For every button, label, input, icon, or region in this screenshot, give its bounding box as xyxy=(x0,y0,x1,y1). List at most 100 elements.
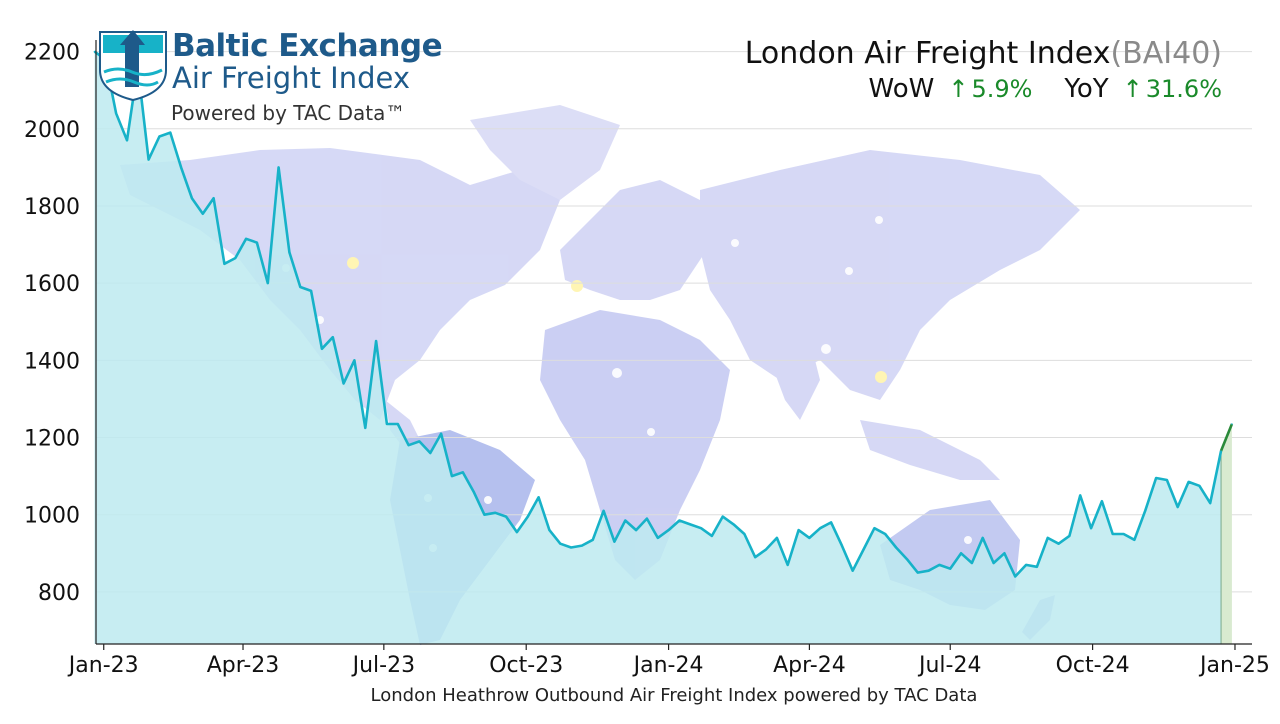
data-point xyxy=(440,432,442,435)
data-point xyxy=(960,552,962,555)
data-point xyxy=(375,340,377,342)
axes xyxy=(95,40,1252,645)
map-node-dot xyxy=(484,496,492,504)
x-tick-label: Jan-24 xyxy=(632,653,704,678)
data-point xyxy=(884,533,886,535)
map-node-dot xyxy=(647,428,655,436)
data-point xyxy=(592,539,594,541)
x-axis-ticks: Jan-23 Apr-23 Jul-23 Oct-23 Jan-24 Apr-24 Jul-… xyxy=(67,644,1270,678)
data-point xyxy=(277,166,280,169)
data-point xyxy=(841,544,843,547)
data-point xyxy=(1231,423,1233,425)
wow-arrow-icon: ↑ xyxy=(948,75,968,103)
data-point xyxy=(1198,485,1201,487)
data-point xyxy=(765,548,767,551)
yoy-label: YoY xyxy=(1063,74,1108,104)
map-node-dot xyxy=(875,216,883,224)
data-point xyxy=(1025,564,1027,566)
data-point xyxy=(386,423,388,425)
baltic-exchange-logo: Baltic Exchange Air Freight Index Powere… xyxy=(99,28,443,125)
map-africa xyxy=(540,310,730,580)
yoy-value: 31.6% xyxy=(1146,75,1222,103)
data-point xyxy=(321,348,323,350)
data-point xyxy=(992,562,995,564)
data-point xyxy=(635,529,637,531)
data-point xyxy=(516,531,518,533)
chart-header: London Air Freight Index(BAI40) WoW ↑ 5.9%… xyxy=(745,36,1222,104)
map-highlight-dot xyxy=(571,280,583,292)
data-point xyxy=(721,515,724,518)
data-point xyxy=(581,544,583,547)
data-point xyxy=(613,540,616,543)
series-area-fill xyxy=(94,51,1221,645)
data-point xyxy=(938,564,941,566)
data-point xyxy=(1036,566,1038,568)
data-point xyxy=(527,515,529,518)
logo-title: Baltic Exchange xyxy=(172,28,442,64)
data-point xyxy=(126,139,128,142)
data-point xyxy=(451,475,453,477)
y-tick-label: 2200 xyxy=(24,41,80,66)
series-line-latest xyxy=(1219,423,1234,452)
data-point xyxy=(732,523,735,526)
data-point xyxy=(462,471,464,474)
data-point xyxy=(158,135,161,138)
logo-powered-by: Powered by TAC Data™ xyxy=(171,101,405,125)
data-point xyxy=(299,286,302,288)
chart-caption: London Heathrow Outbound Air Freight Ind… xyxy=(371,685,978,706)
data-point xyxy=(916,571,919,574)
y-tick-label: 1200 xyxy=(24,427,80,452)
data-point xyxy=(559,542,562,545)
data-point xyxy=(678,519,681,522)
data-point xyxy=(169,131,172,134)
data-point xyxy=(342,382,345,385)
data-point xyxy=(418,440,421,443)
map-highlight-dot xyxy=(347,257,359,269)
map-north-america xyxy=(120,148,560,420)
data-point xyxy=(429,452,432,454)
data-point xyxy=(895,546,897,549)
y-tick-label: 800 xyxy=(38,581,80,606)
map-node-dot xyxy=(612,368,622,378)
data-point xyxy=(949,567,951,570)
data-point xyxy=(1046,537,1049,539)
y-tick-label: 1400 xyxy=(24,349,80,374)
y-tick-label: 1000 xyxy=(24,504,80,529)
data-point xyxy=(689,523,691,526)
data-point xyxy=(115,112,117,115)
data-point xyxy=(1057,542,1060,545)
data-point xyxy=(1187,481,1190,483)
data-point xyxy=(808,537,811,539)
data-point xyxy=(1176,506,1179,508)
data-point xyxy=(537,496,540,499)
data-point xyxy=(93,50,96,53)
x-tick-label: Jan-23 xyxy=(67,653,139,678)
data-point xyxy=(310,290,312,292)
data-point xyxy=(234,257,237,259)
x-tick-label: Apr-24 xyxy=(773,653,846,678)
data-point xyxy=(548,529,551,531)
data-point xyxy=(494,512,497,514)
data-point xyxy=(873,527,876,529)
map-india xyxy=(770,330,820,420)
data-point xyxy=(906,558,908,560)
data-point xyxy=(256,241,258,244)
map-node-dot xyxy=(731,239,739,247)
data-point xyxy=(927,569,930,572)
chart-title: London Air Freight Index(BAI40) xyxy=(745,36,1222,71)
map-highlight-dot xyxy=(875,371,887,383)
data-point xyxy=(819,527,821,529)
data-point xyxy=(862,548,865,551)
yoy-arrow-icon: ↑ xyxy=(1123,75,1143,103)
chart-title-main: London Air Freight Index xyxy=(745,36,1111,71)
data-point xyxy=(407,444,410,447)
x-tick-label: Jul-23 xyxy=(351,653,415,678)
data-point xyxy=(700,527,702,529)
y-tick-label: 1600 xyxy=(24,272,80,297)
chart-title-code: (BAI40) xyxy=(1110,36,1222,71)
data-point xyxy=(981,537,984,539)
data-point xyxy=(1003,552,1006,555)
data-point xyxy=(353,359,356,362)
